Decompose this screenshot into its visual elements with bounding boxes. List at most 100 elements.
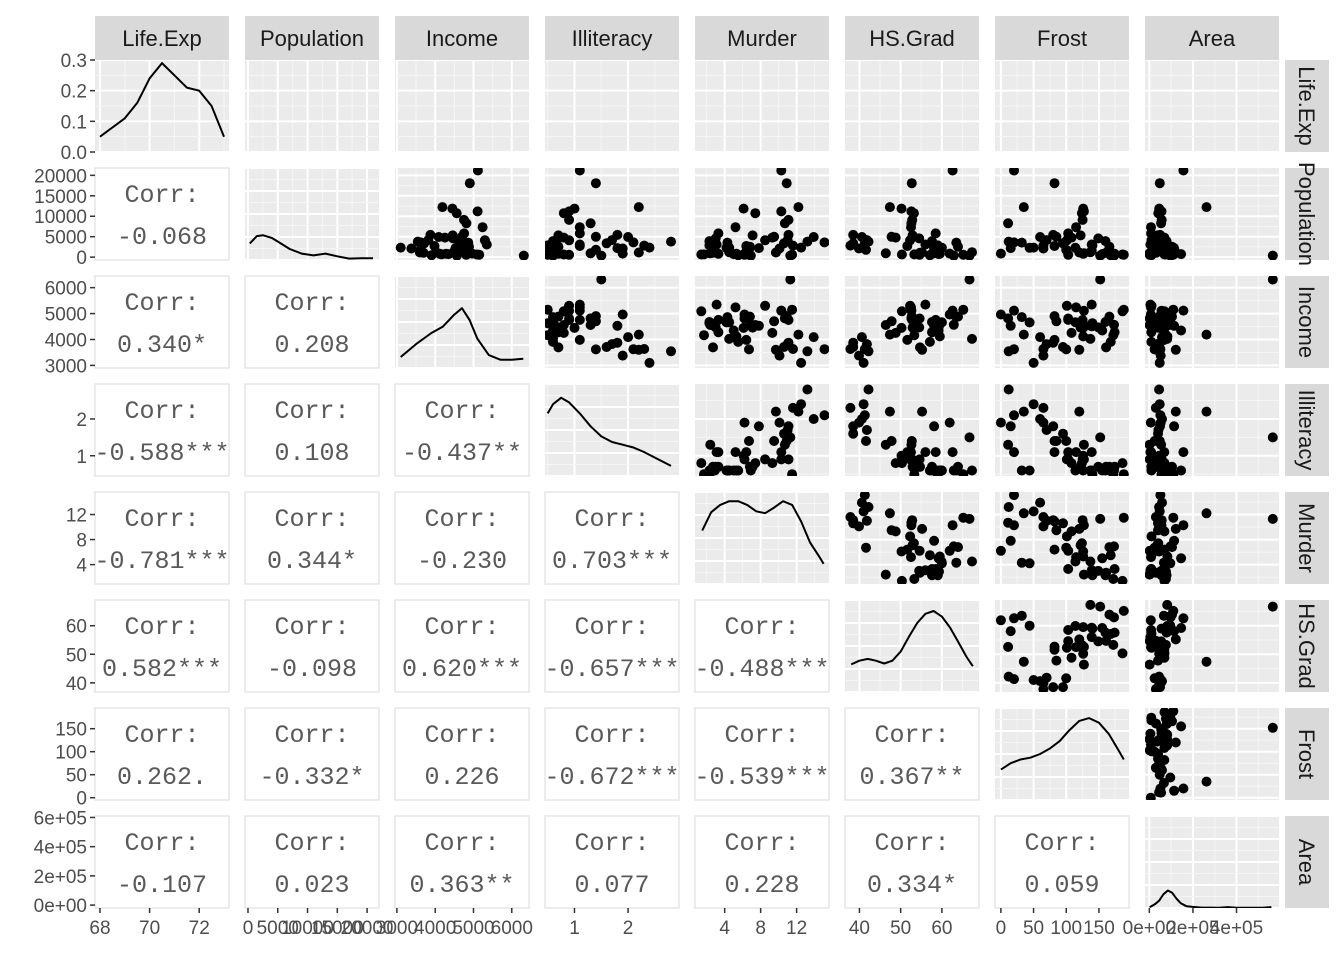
- scatter-point: [1165, 465, 1176, 476]
- scatter-point: [1165, 612, 1176, 623]
- corr-group: Corr: -0.539***: [695, 721, 829, 792]
- scatter-point: [1071, 222, 1082, 233]
- corr-label: Corr:: [424, 721, 499, 750]
- corr-value: 0.367**: [859, 763, 964, 792]
- scatter-point: [1005, 626, 1016, 637]
- scatter-point: [1105, 629, 1116, 639]
- scatter-point: [1165, 250, 1176, 260]
- strip-right-label: Area: [1294, 839, 1319, 886]
- y-tick-label: 0: [76, 789, 87, 810]
- corr-group: Corr: -0.098: [267, 613, 357, 684]
- corr-panel: [94, 167, 230, 261]
- scatter-point: [796, 242, 807, 253]
- scatter-point: [917, 344, 928, 355]
- scatter-point: [1170, 737, 1181, 748]
- scatter-point: [770, 247, 781, 258]
- scatter-point: [1109, 612, 1119, 623]
- scatter-point: [1041, 339, 1052, 350]
- panel-group: [95, 60, 229, 152]
- scatter-point: [1003, 236, 1014, 247]
- scatter-point: [1049, 544, 1060, 555]
- scatter-point: [1149, 344, 1160, 355]
- scatter-point: [1153, 515, 1164, 526]
- scatter-point: [1160, 574, 1171, 584]
- scatter-point: [437, 202, 448, 213]
- scatter-point: [439, 232, 450, 243]
- scatter-point: [936, 317, 947, 328]
- scatter-point: [880, 569, 891, 580]
- scatter-point: [802, 236, 813, 247]
- y-tick-label: 5000: [45, 305, 87, 326]
- scatter-point: [896, 450, 907, 461]
- scatter-point: [447, 203, 458, 214]
- corr-label: Corr:: [424, 505, 499, 534]
- scatter-point: [1058, 518, 1068, 529]
- scatter-point: [1170, 406, 1181, 417]
- corr-value: -0.657***: [544, 655, 679, 684]
- panel-group: [545, 60, 679, 152]
- scatter-point: [711, 299, 722, 310]
- scatter-point: [545, 304, 553, 315]
- scatter-point: [1061, 300, 1072, 311]
- scatter-point: [1093, 233, 1104, 244]
- corr-panel: [94, 599, 230, 693]
- corr-value: -0.781***: [94, 547, 229, 576]
- scatter-point: [917, 523, 928, 534]
- scatter-point: [1049, 644, 1060, 655]
- scatter-point: [964, 276, 975, 285]
- corr-value: -0.488***: [694, 655, 829, 684]
- scatter-point: [1048, 682, 1059, 692]
- panel-group: [395, 276, 529, 368]
- scatter-point: [783, 214, 794, 225]
- scatter-point: [739, 309, 750, 320]
- scatter-point: [1178, 305, 1189, 316]
- corr-value: 0.620***: [402, 655, 522, 684]
- scatter-point: [787, 249, 798, 260]
- scatter-point: [590, 344, 601, 355]
- strip-top-label: Income: [426, 26, 498, 51]
- corr-value: 0.262.: [117, 763, 207, 792]
- strip-right-illiteracy: [1285, 384, 1329, 476]
- corr-value: -0.230: [417, 547, 507, 576]
- scatter-point: [722, 237, 733, 248]
- corr-panel: [994, 815, 1130, 909]
- scatter-point: [1063, 447, 1074, 458]
- scatter-point: [1003, 671, 1014, 682]
- x-tick-label: 70: [139, 918, 160, 939]
- scatter-point: [1061, 673, 1072, 684]
- corr-label: Corr:: [124, 397, 199, 426]
- scatter-point: [947, 168, 958, 176]
- density-line-murder: [701, 500, 825, 565]
- strip-right-label: Population: [1294, 162, 1319, 266]
- scatter-point: [696, 306, 707, 317]
- density-line-hs-grad: [850, 610, 974, 667]
- corr-panel: [694, 707, 830, 801]
- scatter-point: [1117, 648, 1128, 659]
- scatter-point: [908, 208, 919, 219]
- scatter-point: [967, 333, 977, 344]
- scatter-point: [886, 231, 897, 242]
- scatter-point: [924, 465, 935, 476]
- scatter-point: [1003, 346, 1014, 357]
- panel-group: [1145, 276, 1279, 368]
- scatter-point: [1061, 244, 1072, 255]
- scatter-point: [1061, 542, 1072, 553]
- scatter-point: [1061, 436, 1072, 446]
- scatter-point: [639, 240, 650, 251]
- scatter-point: [1169, 785, 1180, 796]
- corr-label: Corr:: [424, 829, 499, 858]
- scatter-point: [1201, 776, 1212, 787]
- x-tick-label: 0: [996, 918, 1007, 939]
- scatter-point: [783, 454, 794, 465]
- corr-label: Corr:: [574, 829, 649, 858]
- scatter-point: [471, 249, 482, 260]
- strip-right-area: [1285, 816, 1329, 908]
- y-tick-label: 0.2: [61, 82, 87, 103]
- y-tick-label: 10000: [34, 207, 87, 228]
- scatter-point: [951, 557, 962, 568]
- scatter-point: [1058, 682, 1068, 692]
- scatter-point: [886, 525, 897, 536]
- scatter-point: [713, 447, 724, 458]
- scatter-point: [929, 535, 940, 546]
- scatter-point: [896, 546, 907, 557]
